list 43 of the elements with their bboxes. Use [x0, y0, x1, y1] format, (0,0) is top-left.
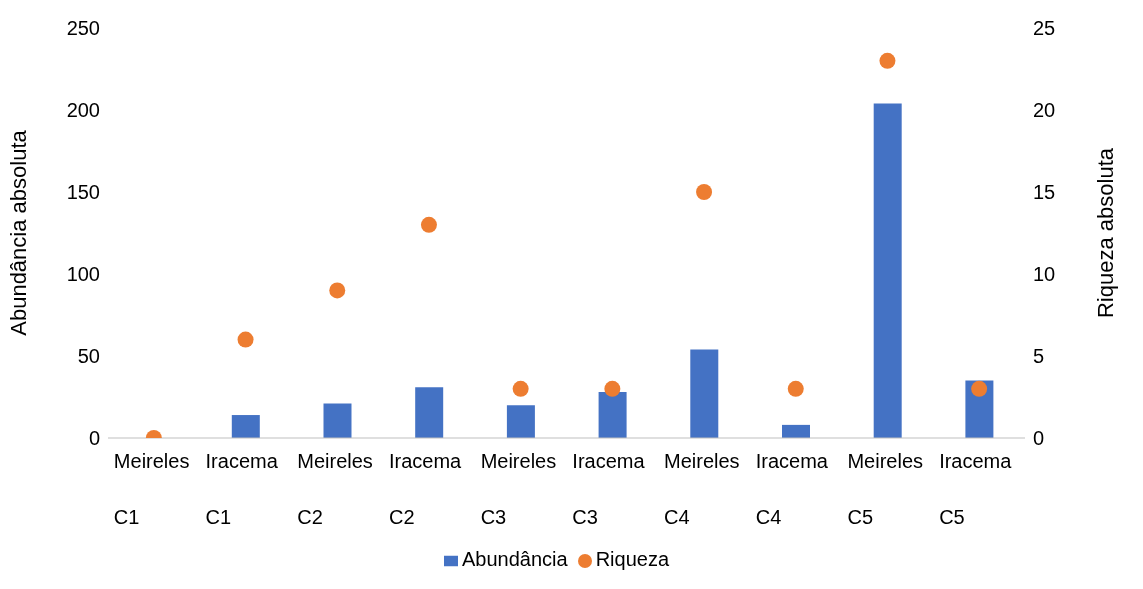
point — [971, 380, 988, 397]
y-tick-label: 150 — [66, 181, 100, 204]
category-label: Iracema C5 — [939, 450, 1012, 528]
bar — [506, 405, 535, 438]
point — [329, 282, 346, 299]
bar — [873, 103, 902, 438]
y2-tick-label: 5 — [1033, 345, 1045, 368]
point — [787, 380, 804, 397]
y2-tick-label: 10 — [1033, 263, 1056, 286]
bar — [323, 403, 352, 438]
point — [879, 52, 896, 69]
bar — [231, 415, 260, 438]
bar — [782, 424, 810, 438]
point — [237, 331, 254, 348]
y-tick-label: 200 — [66, 99, 100, 122]
y2-tick-label: 0 — [1033, 427, 1045, 450]
point — [604, 380, 621, 397]
y2-tick-label: 20 — [1033, 99, 1056, 122]
y-tick-label: 250 — [66, 17, 100, 40]
bar — [415, 387, 444, 438]
y-axis-title: Abundância absoluta — [5, 129, 31, 336]
category-label: Meireles C4 — [664, 450, 740, 528]
category-label: Meireles C2 — [297, 450, 373, 528]
legend-label: Abundância — [461, 548, 568, 570]
legend-label: Riqueza — [595, 548, 670, 570]
y2-tick-label: 15 — [1033, 181, 1056, 204]
category-label: Iracema C2 — [388, 450, 462, 528]
y2-tick-label: 25 — [1033, 17, 1056, 40]
category-label: Iracema C1 — [205, 450, 278, 528]
category-label: Iracema C3 — [572, 450, 645, 528]
point — [696, 184, 713, 200]
bar — [598, 392, 627, 438]
y-tick-label: 100 — [66, 263, 100, 286]
bar — [690, 349, 719, 438]
y-tick-label: 50 — [77, 345, 100, 368]
category-label: Meireles C3 — [480, 450, 557, 528]
y-tick-label: 0 — [88, 427, 100, 450]
point — [512, 380, 529, 397]
point — [420, 216, 437, 233]
category-label: Iracema C4 — [755, 450, 828, 528]
category-label: Meireles C5 — [847, 450, 924, 528]
y2-axis-title: Riqueza absoluta — [1092, 147, 1118, 319]
category-label: Meireles C1 — [113, 450, 190, 528]
